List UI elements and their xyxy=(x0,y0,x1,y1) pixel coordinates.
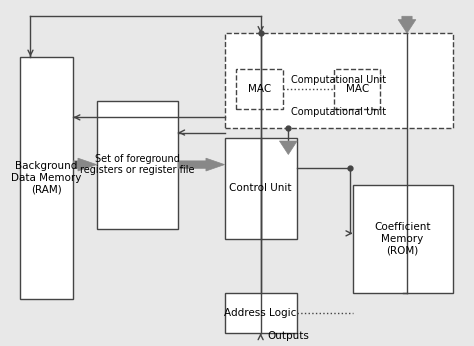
Text: Background
Data Memory
(RAM): Background Data Memory (RAM) xyxy=(11,162,82,195)
Bar xyxy=(334,69,381,109)
FancyArrow shape xyxy=(178,158,225,171)
Text: Computational Unit: Computational Unit xyxy=(291,107,386,117)
FancyArrow shape xyxy=(73,158,97,171)
FancyArrow shape xyxy=(280,141,297,154)
Text: MAC: MAC xyxy=(248,84,271,94)
Text: Outputs: Outputs xyxy=(267,331,309,342)
FancyArrow shape xyxy=(398,16,416,33)
Bar xyxy=(97,101,178,229)
Bar xyxy=(225,33,453,128)
Text: Computational Unit: Computational Unit xyxy=(291,75,386,85)
Text: Set of foreground
registers or register file: Set of foreground registers or register … xyxy=(80,154,194,175)
Text: Coefficient
Memory
(ROM): Coefficient Memory (ROM) xyxy=(374,222,431,255)
Bar xyxy=(353,185,453,293)
Bar xyxy=(225,293,297,333)
Text: MAC: MAC xyxy=(346,84,369,94)
Text: Address Logic: Address Logic xyxy=(225,308,297,318)
Bar xyxy=(236,69,283,109)
Bar xyxy=(20,57,73,299)
Bar xyxy=(225,138,297,239)
Text: Control Unit: Control Unit xyxy=(229,183,292,193)
